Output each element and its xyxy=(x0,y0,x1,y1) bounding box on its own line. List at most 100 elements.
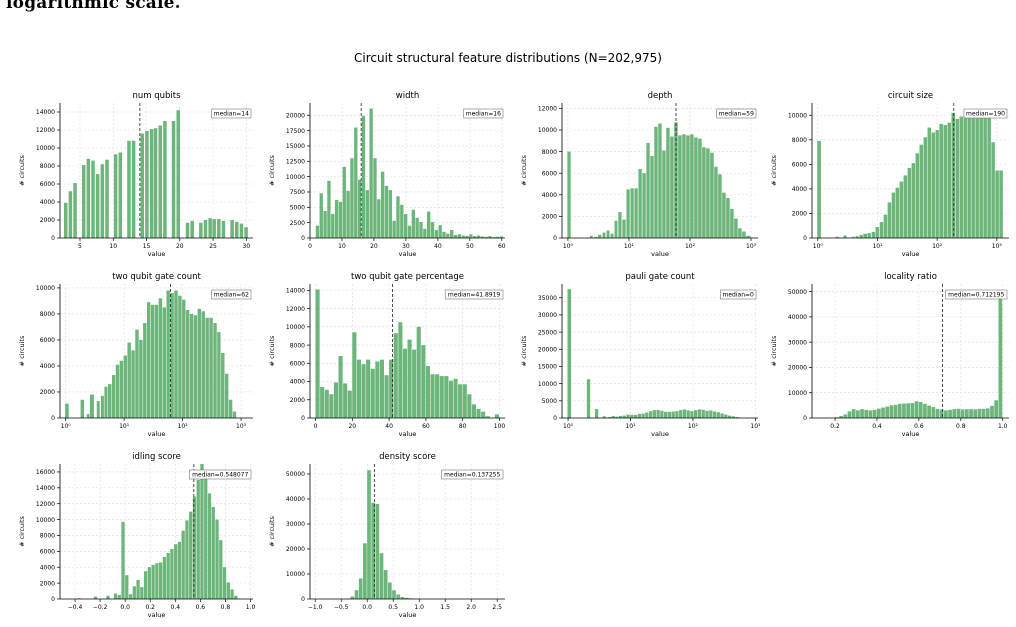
histogram-bar xyxy=(702,147,706,238)
histogram-bar xyxy=(641,413,645,418)
x-tick-label: 60 xyxy=(422,423,430,430)
histogram-bar xyxy=(361,115,366,238)
histogram-bar xyxy=(948,409,952,418)
x-tick-label: 15 xyxy=(143,243,151,250)
header-fragment: logarithmic scale. xyxy=(6,0,181,13)
y-tick-label: 6000 xyxy=(792,162,807,169)
median-annotation-box xyxy=(463,108,504,119)
histogram-bar xyxy=(131,140,136,238)
chart-panel-4: 0 2000 4000 6000 8000 10000 10⁰ 10¹ 10² 10³ circui… xyxy=(770,91,1009,258)
x-tick-label: 30 xyxy=(243,243,251,250)
histogram-bar xyxy=(967,114,971,238)
histogram-bar xyxy=(650,155,654,238)
median-annotation-box xyxy=(444,289,504,300)
y-axis-label: # circuits xyxy=(770,335,778,366)
y-tick-label: 25000 xyxy=(538,329,557,336)
histogram-bar xyxy=(215,519,219,599)
histogram-bar xyxy=(902,403,906,418)
median-annotation-box xyxy=(211,289,252,300)
y-tick-label: 20000 xyxy=(538,346,557,353)
histogram-bar xyxy=(634,188,638,238)
histogram-bar xyxy=(626,414,630,418)
histogram-bar xyxy=(396,594,400,599)
histogram-bar xyxy=(622,415,626,418)
histogram-bar xyxy=(96,401,100,418)
histogram-bar xyxy=(392,590,396,599)
y-tick-label: 12000 xyxy=(286,306,305,313)
histogram-bar xyxy=(981,408,986,418)
histogram-bar xyxy=(119,360,124,418)
histogram-bar xyxy=(407,225,412,238)
y-tick-label: 35000 xyxy=(538,295,557,302)
histogram-bar xyxy=(637,413,642,418)
histogram-bar xyxy=(201,311,205,418)
histogram-bar xyxy=(217,219,221,238)
histogram-bar xyxy=(407,339,412,418)
histogram-bar xyxy=(944,410,948,418)
histogram-bar xyxy=(690,134,694,238)
histogram-bar xyxy=(80,399,85,418)
y-tick-label: 5000 xyxy=(542,398,557,405)
histogram-bar xyxy=(323,211,327,238)
histogram-bar xyxy=(999,170,1003,238)
y-tick-label: 15000 xyxy=(286,143,305,150)
histogram-bar xyxy=(679,410,683,418)
histogram-bar xyxy=(859,234,863,238)
x-tick-label: 80 xyxy=(459,423,467,430)
histogram-bar xyxy=(174,290,178,418)
histogram-bar xyxy=(923,403,927,418)
histogram-bar xyxy=(219,540,223,599)
x-tick-label: 10² xyxy=(685,243,696,250)
histogram-bar xyxy=(705,410,709,418)
histogram-bar xyxy=(427,211,431,238)
histogram-bar xyxy=(678,135,682,238)
histogram-bar xyxy=(488,236,492,238)
x-tick-label: 1.0 xyxy=(998,423,1008,430)
histogram-bar xyxy=(915,153,920,238)
histogram-bar xyxy=(597,234,602,238)
histogram-bar xyxy=(365,190,369,238)
median-annotation: median=59 xyxy=(719,111,754,118)
histogram-bar xyxy=(911,163,916,238)
median-annotation: median=190 xyxy=(966,111,1005,118)
histogram-bar xyxy=(356,359,362,418)
histogram-bar xyxy=(81,165,86,238)
histogram-bar xyxy=(358,578,363,599)
histogram-bar xyxy=(697,409,702,418)
y-tick-label: 0 xyxy=(51,235,55,242)
histogram-bar xyxy=(192,496,197,599)
histogram-bar xyxy=(606,230,610,238)
histogram-bar xyxy=(991,142,995,238)
x-axis-label: value xyxy=(148,430,166,438)
histogram-bar xyxy=(212,219,216,238)
histogram-bar xyxy=(100,164,105,238)
histogram-bar xyxy=(662,150,666,238)
histogram-bar xyxy=(140,587,144,599)
y-axis-label: # circuits xyxy=(268,154,276,185)
histogram-bar xyxy=(136,579,140,599)
histogram-bar xyxy=(467,394,472,418)
histogram-bar xyxy=(342,166,346,238)
histogram-bar xyxy=(450,230,454,238)
histogram-bar xyxy=(145,130,149,238)
y-tick-label: 10000 xyxy=(286,324,305,331)
histogram-bar xyxy=(714,166,718,238)
histogram-bar xyxy=(465,235,469,238)
y-tick-label: 20000 xyxy=(286,546,305,553)
histogram-bar xyxy=(652,410,657,418)
histogram-bar xyxy=(682,134,686,238)
histogram-bar xyxy=(658,123,662,238)
histogram-bar xyxy=(939,409,944,418)
chart-title: idling score xyxy=(132,452,181,462)
histogram-bar xyxy=(682,409,687,418)
histogram-bar xyxy=(95,174,100,238)
y-tick-label: 10000 xyxy=(788,112,807,119)
histogram-bar xyxy=(734,218,738,238)
chart-panel-5: 0 2000 4000 6000 8000 10000 10⁰ 10¹ 10² 10³ two qu… xyxy=(18,272,253,438)
histogram-bar xyxy=(895,187,900,238)
y-axis-label: # circuits xyxy=(520,335,528,366)
histogram-bar xyxy=(907,168,912,238)
histogram-bar xyxy=(117,595,121,599)
y-tick-label: 8000 xyxy=(792,137,807,144)
x-tick-label: 0.5 xyxy=(388,604,398,611)
